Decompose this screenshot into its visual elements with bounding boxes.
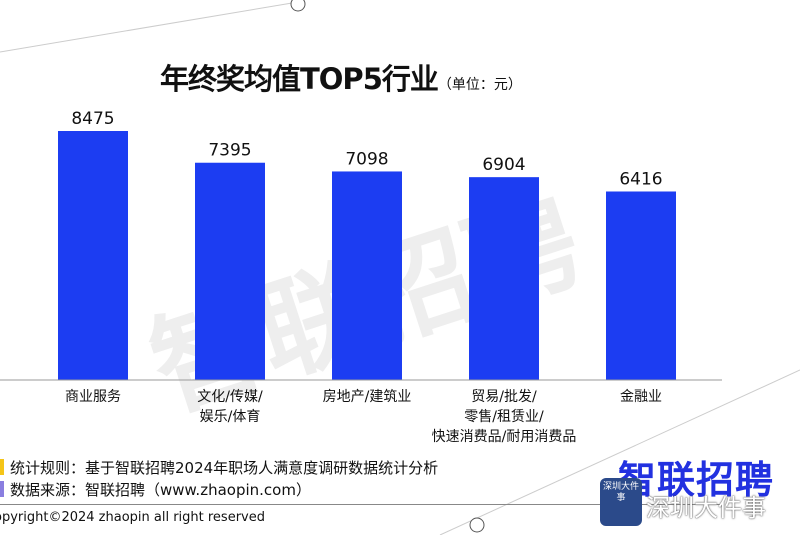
unit-label: （单位：元）	[437, 77, 522, 93]
category-label: 快速消费品/耐用消费品	[432, 429, 577, 445]
category-label: 金融业	[620, 389, 662, 405]
copyright: opyright©2024 zhaopin all right reserved	[0, 510, 265, 525]
bar	[58, 131, 128, 380]
bar	[469, 177, 539, 380]
news-badge: 深圳大件事	[600, 478, 642, 526]
source-note: 数据来源：智联招聘（www.zhaopin.com）	[10, 481, 311, 499]
divider	[0, 504, 720, 505]
bar	[606, 191, 676, 380]
data-label: 7098	[345, 149, 388, 169]
bar	[332, 171, 402, 380]
data-label: 6416	[619, 169, 662, 189]
category-label: 商业服务	[65, 389, 121, 405]
category-label: 贸易/批发/	[471, 389, 537, 405]
rule-note: 统计规则：基于智联招聘2024年职场人满意度调研数据统计分析	[10, 459, 439, 477]
decor-line	[0, 1, 299, 53]
legend-marker	[0, 481, 4, 497]
category-label: 文化/传媒/	[197, 389, 263, 405]
chart-title: 年终奖均值TOP5行业（单位：元）	[160, 56, 522, 98]
category-label: 零售/租赁业/	[464, 409, 544, 425]
legend-marker	[0, 459, 4, 475]
decor-circle	[469, 517, 485, 533]
data-label: 7395	[208, 141, 251, 161]
data-label: 8475	[71, 109, 114, 129]
category-label: 房地产/建筑业	[323, 389, 412, 405]
category-label: 娱乐/体育	[200, 409, 261, 425]
decor-line	[439, 369, 800, 535]
zhaopin-logo: 智联招聘	[618, 458, 775, 502]
decor-circle	[290, 0, 306, 12]
bar	[195, 162, 265, 380]
chart-title-text: 年终奖均值TOP5行业	[160, 62, 439, 96]
data-label: 6904	[482, 155, 525, 175]
news-watermark: 深圳大件事	[646, 494, 766, 522]
